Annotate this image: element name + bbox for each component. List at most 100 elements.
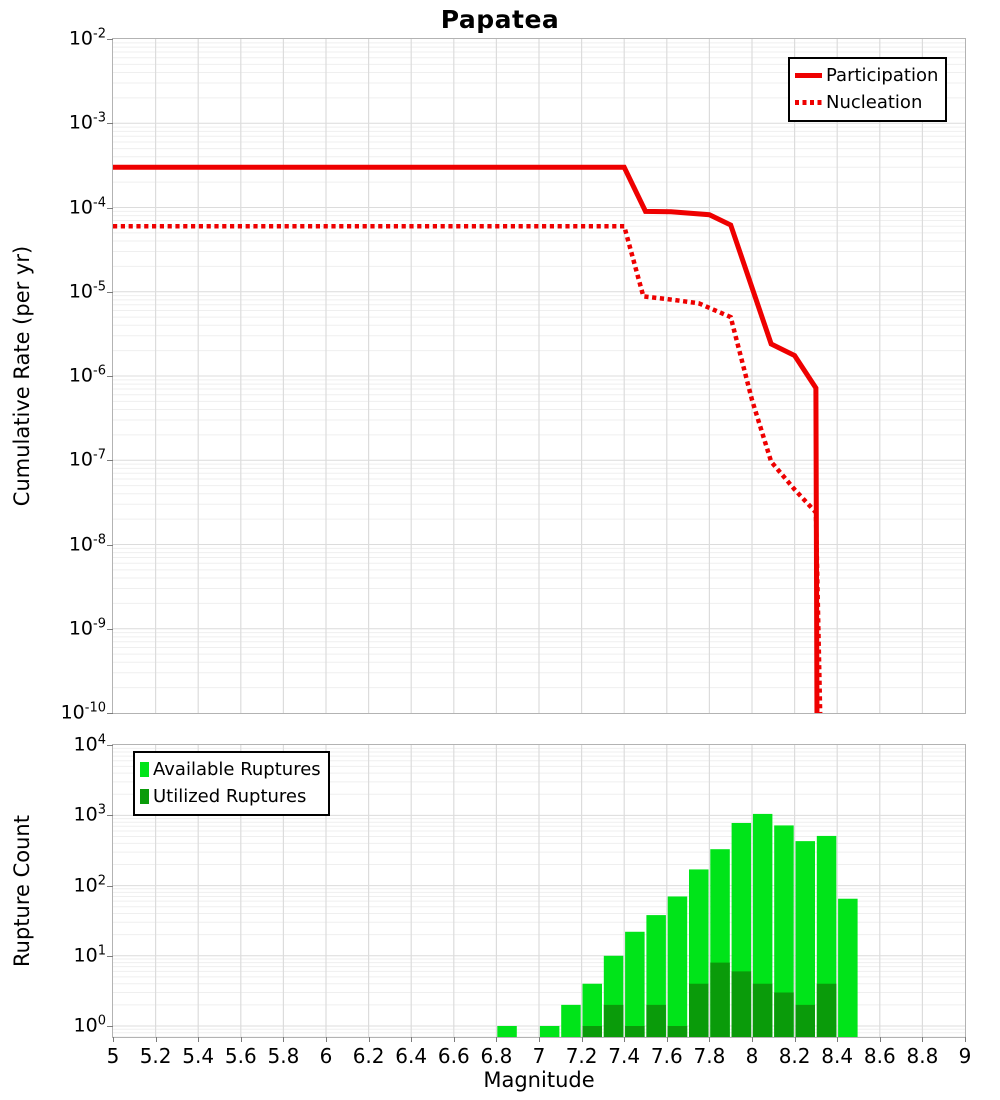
x-tick-label: 8.8 [906, 1044, 939, 1068]
y-tick-label: 10-3 [68, 110, 106, 134]
x-tick-label: 7.4 [608, 1044, 641, 1068]
tick-mark [879, 1037, 881, 1042]
utilized-bar [582, 1026, 602, 1037]
tick-mark [922, 1037, 924, 1042]
nucleation-line-swatch [795, 100, 822, 105]
y-tick-label: 10-9 [68, 616, 106, 640]
y-tick-label: 10-4 [68, 194, 106, 219]
legend-item-participation: Participation [795, 62, 938, 89]
tick-mark [107, 376, 113, 377]
tick-mark [107, 628, 113, 630]
utilized-bar [625, 1026, 645, 1037]
tick-mark [107, 123, 113, 125]
tick-mark [107, 460, 113, 462]
tick-mark [581, 1037, 583, 1042]
y-tick-label: 10-10 [60, 700, 106, 724]
legend-item-utilized: Utilized Ruptures [140, 783, 321, 810]
available-bar [561, 1004, 581, 1037]
tick-mark [107, 544, 113, 546]
nucleation-line [113, 223, 823, 713]
available-bar [539, 1026, 560, 1037]
rate-plot [112, 38, 966, 714]
utilized-bar [689, 983, 709, 1037]
tick-mark [107, 291, 113, 293]
tick-mark [709, 1037, 711, 1042]
utilized-bar [710, 962, 730, 1037]
y-tick-label: 104 [73, 732, 106, 756]
utilized-bar [603, 1004, 624, 1037]
x-tick-label: 7.6 [650, 1044, 683, 1068]
tick-mark [107, 885, 113, 887]
count-legend: Available Ruptures Utilized Ruptures [133, 751, 330, 816]
participation-line [113, 164, 820, 713]
available-bar [838, 898, 858, 1037]
nucleation-label: Nucleation [826, 92, 923, 113]
y-tick-label: 10-6 [68, 363, 106, 387]
tick-mark [368, 1037, 370, 1042]
available-bar [497, 1026, 517, 1037]
y-tick-label: 10-5 [68, 279, 106, 303]
available-bar [582, 983, 602, 1037]
y-tick-label: 10-2 [68, 26, 106, 50]
tick-mark [155, 1037, 157, 1042]
utilized-ruptures-swatch [140, 789, 149, 804]
tick-mark [113, 1037, 114, 1042]
utilized-bar [795, 1004, 815, 1037]
tick-mark [107, 955, 113, 957]
tick-mark [198, 1037, 200, 1042]
tick-mark [496, 1037, 498, 1042]
tick-mark [107, 745, 113, 747]
utilized-bar [816, 983, 837, 1037]
available-ruptures-swatch [140, 762, 149, 777]
y-tick-label: 102 [73, 872, 106, 897]
x-tick-label: 5 [106, 1044, 120, 1068]
participation-line-swatch [795, 73, 822, 78]
x-tick-label: 6.6 [437, 1044, 470, 1068]
tick-mark [453, 1037, 455, 1042]
available-ruptures-label: Available Ruptures [153, 759, 321, 780]
utilized-bar [646, 1004, 666, 1037]
x-tick-label: 8.2 [778, 1044, 811, 1068]
x-tick-label: 8.4 [821, 1044, 854, 1068]
legend-item-nucleation: Nucleation [795, 89, 938, 116]
chart-title: Papatea [440, 5, 560, 34]
x-tick-label: 9 [958, 1044, 972, 1068]
y-tick-label: 10-7 [68, 447, 106, 471]
utilized-bar [752, 983, 773, 1037]
x-tick-label: 5.8 [267, 1044, 300, 1068]
tick-mark [107, 815, 113, 817]
utilized-bar [731, 971, 752, 1037]
tick-mark [240, 1037, 242, 1042]
x-tick-label: 5.4 [182, 1044, 215, 1068]
x-axis-label: Magnitude [483, 1068, 595, 1092]
utilized-ruptures-label: Utilized Ruptures [153, 786, 307, 807]
tick-mark [411, 1037, 413, 1042]
x-tick-label: 7.8 [693, 1044, 726, 1068]
tick-mark [752, 1037, 753, 1042]
legend-item-available: Available Ruptures [140, 756, 321, 783]
x-tick-label: 6.8 [480, 1044, 513, 1068]
tick-mark [283, 1037, 285, 1042]
y-tick-label: 101 [73, 943, 106, 967]
y-tick-label: 100 [73, 1013, 106, 1037]
available-bar [774, 825, 794, 1037]
available-bar [752, 813, 773, 1037]
y-tick-label: 103 [73, 802, 106, 827]
y-tick-label: 10-8 [68, 531, 106, 556]
tick-mark [107, 207, 113, 209]
x-tick-label: 8.6 [863, 1044, 896, 1068]
tick-mark [624, 1037, 626, 1042]
tick-mark [965, 1037, 966, 1042]
x-tick-label: 6.4 [395, 1044, 428, 1068]
available-bar [795, 841, 815, 1037]
x-tick-label: 8 [745, 1044, 759, 1068]
utilized-bar [774, 992, 794, 1037]
x-tick-label: 5.2 [139, 1044, 172, 1068]
tick-mark [326, 1037, 327, 1042]
x-tick-label: 7.2 [565, 1044, 598, 1068]
available-bar [667, 896, 688, 1037]
tick-mark [794, 1037, 796, 1042]
x-tick-label: 5.6 [224, 1044, 257, 1068]
x-tick-label: 6 [319, 1044, 333, 1068]
